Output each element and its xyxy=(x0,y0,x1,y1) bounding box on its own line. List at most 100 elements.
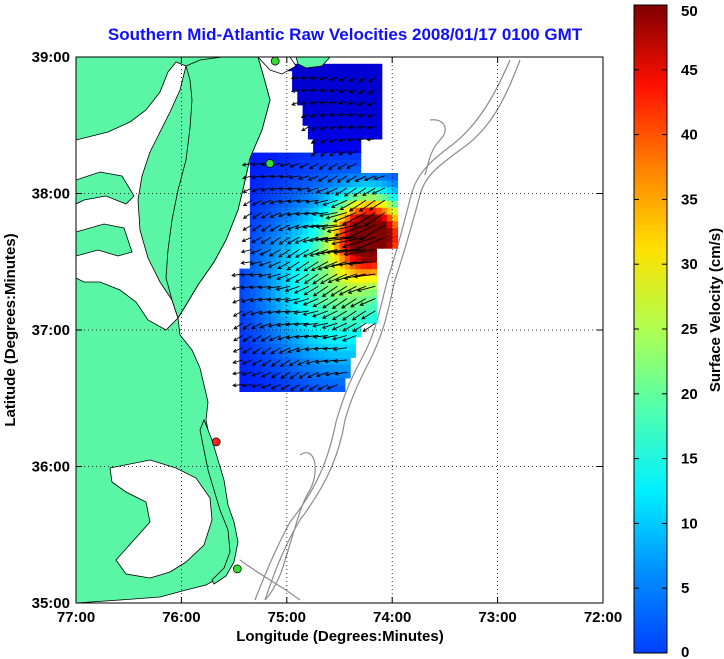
velocity-cell xyxy=(313,275,319,283)
velocity-arrow xyxy=(232,383,243,388)
velocity-cell xyxy=(350,261,356,270)
velocity-cell xyxy=(276,179,283,188)
velocity-cell xyxy=(271,316,277,324)
velocity-cell xyxy=(371,91,377,99)
velocity-cell xyxy=(355,289,362,297)
velocity-arrow xyxy=(294,236,310,244)
velocity-cell xyxy=(249,343,256,352)
velocity-cell xyxy=(307,118,314,126)
velocity-cell xyxy=(307,254,314,263)
velocity-cell xyxy=(360,98,367,106)
velocity-arrow xyxy=(280,371,291,379)
velocity-cell xyxy=(286,350,293,358)
velocity-cell xyxy=(292,179,298,188)
velocity-cell xyxy=(281,261,288,270)
velocity-cell xyxy=(381,207,388,215)
velocity-cell xyxy=(355,132,362,140)
delmarva-peninsula xyxy=(165,57,271,319)
velocity-arrow xyxy=(284,322,300,327)
velocity-arrow xyxy=(319,76,328,81)
velocity-arrow xyxy=(295,249,310,258)
velocity-cell xyxy=(318,282,325,290)
velocity-cell xyxy=(350,91,356,99)
velocity-cell xyxy=(344,323,351,331)
velocity-arrow xyxy=(347,137,357,142)
velocity-cell xyxy=(323,289,330,297)
velocity-cell xyxy=(355,295,362,304)
velocity-cell xyxy=(339,200,346,208)
velocity-cell xyxy=(344,145,351,154)
velocity-cell xyxy=(318,336,325,345)
velocity-arrow xyxy=(267,322,281,328)
velocity-cell xyxy=(292,200,298,208)
velocity-cell xyxy=(318,132,325,140)
velocity-cell xyxy=(329,384,335,392)
velocity-cell xyxy=(307,166,314,174)
velocity-arrow xyxy=(315,224,338,229)
bathymetry-contour xyxy=(264,59,521,601)
velocity-cell xyxy=(365,289,372,297)
velocity-arrow xyxy=(240,298,253,303)
velocity-cell xyxy=(276,261,283,270)
velocity-cell xyxy=(318,330,325,338)
velocity-arrow xyxy=(331,322,348,331)
velocity-cell xyxy=(281,214,288,222)
velocity-cell xyxy=(371,261,377,270)
velocity-cell xyxy=(249,234,256,242)
velocity-cell xyxy=(360,132,367,140)
velocity-arrow xyxy=(342,335,357,342)
velocity-cell xyxy=(249,357,256,365)
velocity-cell xyxy=(302,166,309,174)
velocity-arrow xyxy=(249,272,262,278)
velocity-cell xyxy=(313,364,319,372)
velocity-arrow xyxy=(293,298,310,305)
velocity-cell xyxy=(292,166,298,174)
velocity-arrow xyxy=(241,236,253,243)
velocity-cell xyxy=(297,336,304,345)
velocity-arrow xyxy=(296,187,309,192)
velocity-cell xyxy=(371,111,377,119)
velocity-cell xyxy=(344,70,351,79)
velocity-cell xyxy=(260,220,267,229)
velocity-arrow xyxy=(351,310,367,321)
velocity-arrow xyxy=(329,77,338,82)
velocity-cell xyxy=(276,207,283,215)
velocity-cell xyxy=(265,384,272,392)
velocity-cell xyxy=(371,63,377,72)
velocity-cell xyxy=(344,357,351,365)
velocity-arrow xyxy=(270,371,281,379)
velocity-cell xyxy=(344,77,351,85)
velocity-cell xyxy=(276,220,283,229)
velocity-cell xyxy=(323,159,330,167)
velocity-arrow xyxy=(338,150,348,156)
velocity-cell xyxy=(255,200,262,208)
velocity-cell xyxy=(360,91,367,99)
velocity-cell xyxy=(255,350,262,358)
velocity-cell xyxy=(302,336,309,345)
velocity-cell xyxy=(360,261,367,270)
velocity-cell xyxy=(376,84,383,92)
velocity-cell xyxy=(265,152,272,160)
velocity-cell xyxy=(329,336,335,345)
velocity-cell xyxy=(355,166,362,174)
velocity-cell xyxy=(318,241,325,249)
velocity-cell xyxy=(292,193,298,201)
velocity-cell xyxy=(302,214,309,222)
velocity-cell xyxy=(292,316,298,324)
velocity-cell xyxy=(339,173,346,181)
velocity-cell xyxy=(249,193,256,201)
velocity-arrow xyxy=(240,260,253,265)
velocity-cell xyxy=(307,77,314,85)
velocity-arrow xyxy=(326,384,338,390)
velocity-cell xyxy=(286,152,293,160)
velocity-arrow xyxy=(341,236,376,249)
velocity-cell xyxy=(323,336,330,345)
velocity-cell xyxy=(286,302,293,311)
velocity-arrow xyxy=(308,163,319,170)
velocity-cell xyxy=(255,377,262,386)
velocity-cell xyxy=(355,173,362,181)
velocity-arrow xyxy=(334,371,347,376)
velocity-cell xyxy=(302,207,309,215)
velocity-cell xyxy=(350,200,356,208)
y-tick-label: 37:00 xyxy=(32,322,70,339)
